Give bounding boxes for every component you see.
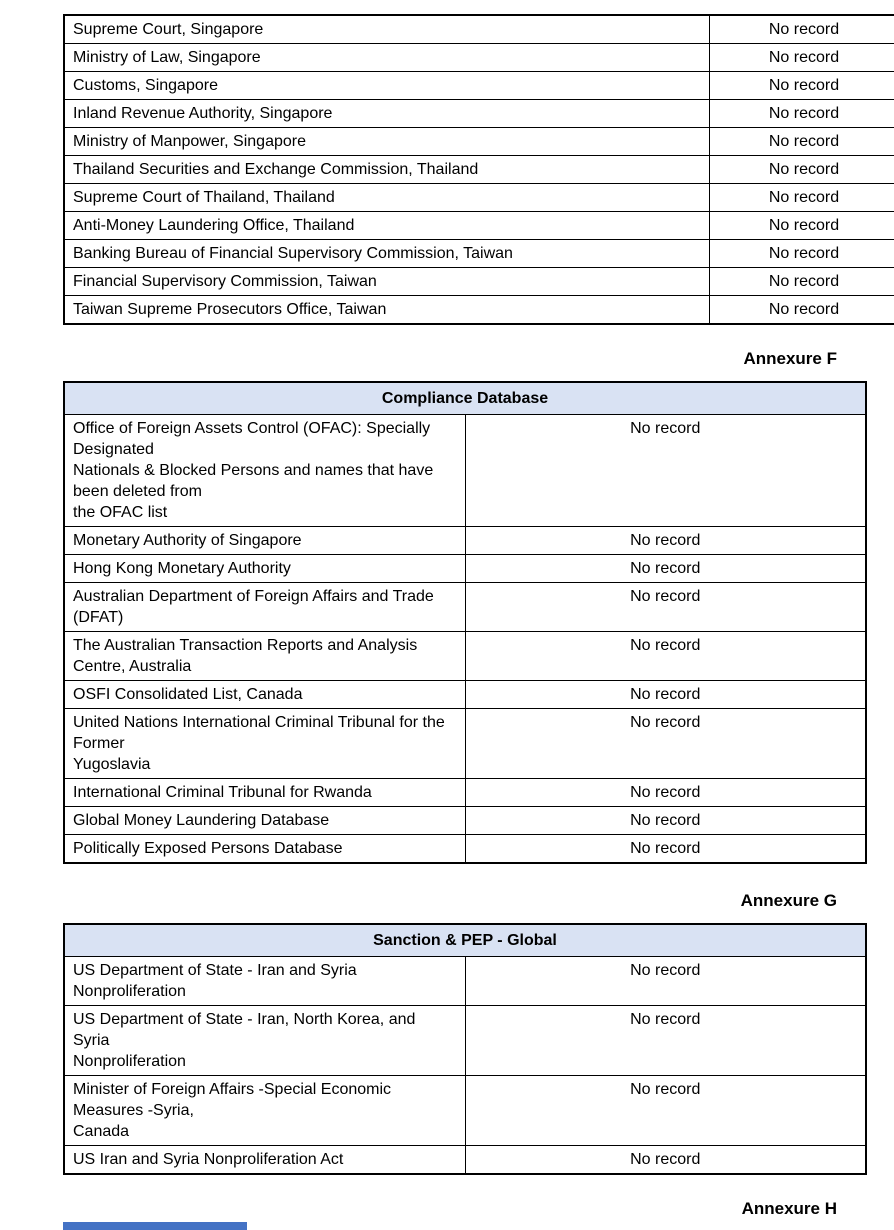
source-cell: US Iran and Syria Nonproliferation Act xyxy=(63,1145,466,1175)
table-row: Taiwan Supreme Prosecutors Office, Taiwa… xyxy=(63,295,894,325)
source-cell: Australian Department of Foreign Affairs… xyxy=(63,582,466,632)
table-row: International Criminal Tribunal for Rwan… xyxy=(63,778,867,807)
result-cell: No record xyxy=(709,43,894,72)
sanction-pep-global-table: Sanction & PEP - Global US Department of … xyxy=(63,923,867,1175)
result-cell: No record xyxy=(709,99,894,128)
table-row: Anti-Money Laundering Office, Thailand No… xyxy=(63,211,894,240)
result-cell: No record xyxy=(464,582,867,632)
table-row: Customs, Singapore No record xyxy=(63,71,894,100)
source-cell: US Department of State - Iran and Syria … xyxy=(63,956,466,1006)
table-header-row: Compliance Database xyxy=(63,381,867,415)
source-cell: Customs, Singapore xyxy=(63,71,710,100)
result-cell: No record xyxy=(464,554,867,583)
country-sources-table: Supreme Court, Singapore No record Ministr… xyxy=(63,14,894,325)
source-cell: US Department of State - Iran, North Kor… xyxy=(63,1005,466,1076)
result-cell: No record xyxy=(709,127,894,156)
table-row: Supreme Court, Singapore No record xyxy=(63,14,894,44)
table-row: The Australian Transaction Reports and A… xyxy=(63,631,867,681)
source-cell: Inland Revenue Authority, Singapore xyxy=(63,99,710,128)
source-cell: United Nations International Criminal Tr… xyxy=(63,708,466,779)
table-row: US Department of State - Iran and Syria … xyxy=(63,956,867,1006)
result-cell: No record xyxy=(464,956,867,1006)
result-cell: No record xyxy=(464,778,867,807)
result-cell: No record xyxy=(709,155,894,184)
table-row: Office of Foreign Assets Control (OFAC):… xyxy=(63,414,867,527)
table-row: US Iran and Syria Nonproliferation Act No… xyxy=(63,1145,867,1175)
footer-accent-bar xyxy=(63,1222,247,1230)
table-row: Ministry of Law, Singapore No record xyxy=(63,43,894,72)
table-row: Financial Supervisory Commission, Taiwan… xyxy=(63,267,894,296)
source-cell: The Australian Transaction Reports and A… xyxy=(63,631,466,681)
result-cell: No record xyxy=(709,71,894,100)
result-cell: No record xyxy=(709,295,894,325)
annexure-f-label: Annexure F xyxy=(743,349,837,368)
source-cell: Ministry of Manpower, Singapore xyxy=(63,127,710,156)
source-cell: Hong Kong Monetary Authority xyxy=(63,554,466,583)
source-cell: Supreme Court of Thailand, Thailand xyxy=(63,183,710,212)
table-header-row: Sanction & PEP - Global xyxy=(63,923,867,957)
result-cell: No record xyxy=(464,1005,867,1076)
result-cell: No record xyxy=(709,14,894,44)
table-row: Ministry of Manpower, Singapore No record xyxy=(63,127,894,156)
source-cell: Office of Foreign Assets Control (OFAC):… xyxy=(63,414,466,527)
annexure-h-label: Annexure H xyxy=(741,1199,837,1218)
result-cell: No record xyxy=(709,267,894,296)
annexure-g-label: Annexure G xyxy=(740,891,837,910)
source-cell: Global Money Laundering Database xyxy=(63,806,466,835)
table-row: OSFI Consolidated List, Canada No record xyxy=(63,680,867,709)
table-title: Compliance Database xyxy=(63,381,867,415)
source-cell: International Criminal Tribunal for Rwan… xyxy=(63,778,466,807)
result-cell: No record xyxy=(709,239,894,268)
result-cell: No record xyxy=(464,1075,867,1146)
source-cell: Anti-Money Laundering Office, Thailand xyxy=(63,211,710,240)
source-cell: Monetary Authority of Singapore xyxy=(63,526,466,555)
table-row: Politically Exposed Persons Database No r… xyxy=(63,834,867,864)
table-row: Australian Department of Foreign Affairs… xyxy=(63,582,867,632)
source-cell: Banking Bureau of Financial Supervisory … xyxy=(63,239,710,268)
result-cell: No record xyxy=(464,708,867,779)
table-row: Monetary Authority of Singapore No record xyxy=(63,526,867,555)
source-cell: Minister of Foreign Affairs -Special Eco… xyxy=(63,1075,466,1146)
table-row: United Nations International Criminal Tr… xyxy=(63,708,867,779)
table-row: Banking Bureau of Financial Supervisory … xyxy=(63,239,894,268)
result-cell: No record xyxy=(464,834,867,864)
table-row: Inland Revenue Authority, Singapore No re… xyxy=(63,99,894,128)
table-title: Sanction & PEP - Global xyxy=(63,923,867,957)
result-cell: No record xyxy=(464,526,867,555)
source-cell: Thailand Securities and Exchange Commiss… xyxy=(63,155,710,184)
source-cell: Ministry of Law, Singapore xyxy=(63,43,710,72)
result-cell: No record xyxy=(709,211,894,240)
table-row: Hong Kong Monetary Authority No record xyxy=(63,554,867,583)
result-cell: No record xyxy=(709,183,894,212)
result-cell: No record xyxy=(464,806,867,835)
table-row: Thailand Securities and Exchange Commiss… xyxy=(63,155,894,184)
result-cell: No record xyxy=(464,631,867,681)
source-cell: Supreme Court, Singapore xyxy=(63,14,710,44)
source-cell: Taiwan Supreme Prosecutors Office, Taiwa… xyxy=(63,295,710,325)
source-cell: OSFI Consolidated List, Canada xyxy=(63,680,466,709)
result-cell: No record xyxy=(464,414,867,527)
table-row: Minister of Foreign Affairs -Special Eco… xyxy=(63,1075,867,1146)
result-cell: No record xyxy=(464,680,867,709)
compliance-database-table: Compliance Database Office of Foreign Ass… xyxy=(63,381,867,864)
result-cell: No record xyxy=(464,1145,867,1175)
table-row: Supreme Court of Thailand, Thailand No re… xyxy=(63,183,894,212)
source-cell: Politically Exposed Persons Database xyxy=(63,834,466,864)
table-row: Global Money Laundering Database No recor… xyxy=(63,806,867,835)
source-cell: Financial Supervisory Commission, Taiwan xyxy=(63,267,710,296)
table-row: US Department of State - Iran, North Kor… xyxy=(63,1005,867,1076)
